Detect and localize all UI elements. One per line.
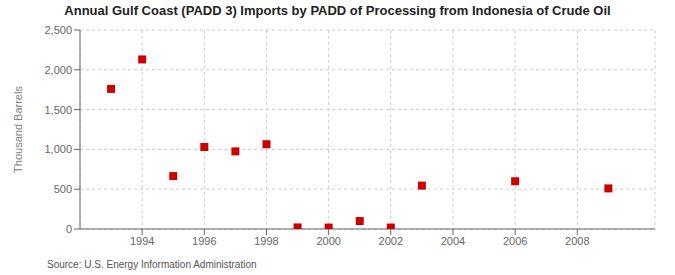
- html-text:Annual Gulf Coast (PADD 3) Imp: Annual Gulf Coast (PADD 3) Imports by PA…: [64, 3, 611, 18]
- svg-text:2002: 2002: [379, 235, 403, 247]
- svg-text:2,500: 2,500: [44, 24, 72, 36]
- svg-text:2,000: 2,000: [44, 64, 72, 76]
- svg-text:2008: 2008: [565, 235, 589, 247]
- svg-text:1,500: 1,500: [44, 104, 72, 116]
- svg-text:2000: 2000: [316, 235, 340, 247]
- svg-text:500: 500: [54, 183, 72, 195]
- svg-text:2006: 2006: [503, 235, 527, 247]
- svg-text:1,000: 1,000: [44, 143, 72, 155]
- svg-text:1996: 1996: [192, 235, 216, 247]
- svg-text:1998: 1998: [254, 235, 278, 247]
- html-text:Source: U.S. Energy Informatio: Source: U.S. Energy Information Administ…: [47, 259, 257, 270]
- svg-text:0: 0: [66, 223, 72, 235]
- svg-text:1994: 1994: [130, 235, 154, 247]
- svg-text:2004: 2004: [441, 235, 465, 247]
- svg-text:Thousand Barrels: Thousand Barrels: [12, 86, 24, 173]
